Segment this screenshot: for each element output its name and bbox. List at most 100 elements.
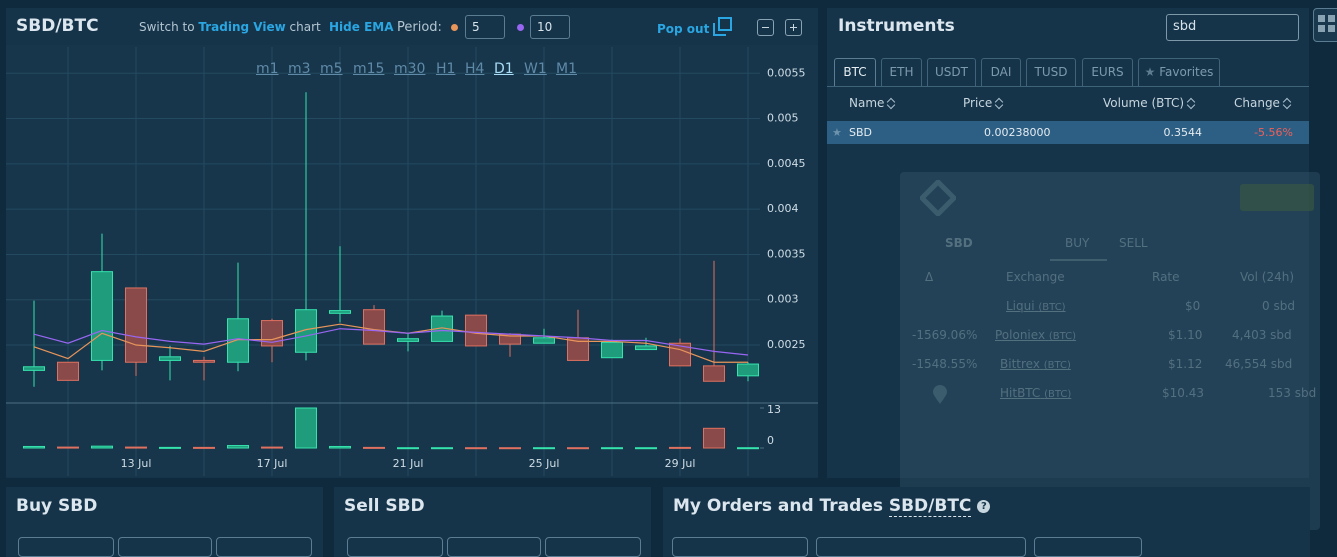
interval[interactable]: m15 xyxy=(353,61,385,77)
tabs-border xyxy=(827,86,1309,87)
y-tick-label: 0.005 xyxy=(767,112,799,125)
interval[interactable]: M1 xyxy=(556,61,577,77)
y-tick-label: 0.004 xyxy=(767,202,799,215)
order-type-button[interactable] xyxy=(545,537,641,557)
volume-bar xyxy=(737,447,759,450)
instrument-row[interactable] xyxy=(827,121,1309,144)
y-tick-label: 0.0055 xyxy=(767,66,806,79)
volume-bar xyxy=(159,446,181,449)
volume-bar xyxy=(635,447,657,450)
tab[interactable]: USDT xyxy=(927,58,976,86)
tab[interactable]: BTC xyxy=(834,58,876,86)
y-tick-label: 0.0025 xyxy=(767,338,806,351)
exchange: Liqui xyxy=(1006,299,1035,313)
cell: -5.56% xyxy=(1254,126,1293,139)
y-tick-label: 0.003 xyxy=(767,293,799,306)
volume-bar xyxy=(193,446,215,449)
volume-bar xyxy=(363,446,385,449)
ema-dot xyxy=(517,24,524,31)
volume-bar xyxy=(23,445,45,449)
orders-tab[interactable] xyxy=(672,537,808,557)
widget-header: Exchange xyxy=(1006,270,1065,284)
ema-period-input[interactable]: 5 xyxy=(465,15,505,39)
orders-pair[interactable]: SBD/BTC xyxy=(888,496,972,517)
candle-body xyxy=(193,359,215,363)
column-header[interactable]: Volume (BTC) xyxy=(1103,96,1195,110)
interval[interactable]: W1 xyxy=(524,61,547,77)
tab[interactable]: TUSD xyxy=(1026,58,1076,86)
zoom-in[interactable] xyxy=(785,19,802,36)
order-type-button[interactable] xyxy=(118,537,212,557)
widget-rate: $1.12 xyxy=(1168,357,1203,371)
tab[interactable]: EURS xyxy=(1082,58,1133,86)
interval[interactable]: D1 xyxy=(494,61,514,77)
ema-dot xyxy=(451,24,458,31)
order-type-button[interactable] xyxy=(447,537,541,557)
interval[interactable]: H1 xyxy=(436,61,456,77)
tab[interactable]: ★ Favorites xyxy=(1138,58,1220,86)
volume-tick-label: 13 xyxy=(767,403,781,416)
volume-bar xyxy=(227,445,249,449)
ema-period-input[interactable]: 10 xyxy=(530,15,570,39)
column-label: Price xyxy=(963,96,993,110)
candle-body xyxy=(295,309,317,353)
volume-bar xyxy=(57,446,79,449)
volume-bar xyxy=(465,447,487,450)
y-tick-label: 0.0045 xyxy=(767,157,806,170)
volume-bar xyxy=(261,446,283,449)
column-header[interactable]: Price xyxy=(963,96,1003,110)
orders-tab[interactable] xyxy=(816,537,1026,557)
hide-ema[interactable]: Hide EMA xyxy=(329,20,394,34)
orders-tab[interactable] xyxy=(1034,537,1142,557)
switch-link[interactable]: Trading View xyxy=(198,20,286,34)
candle-body xyxy=(465,314,487,347)
widget-header: Rate xyxy=(1152,270,1180,284)
widget-exchange: Liqui (BTC) xyxy=(1006,299,1066,313)
order-type-button[interactable] xyxy=(347,537,443,557)
interval[interactable]: m1 xyxy=(256,61,279,77)
volume-bar xyxy=(329,445,351,449)
cell: 0.00238000 xyxy=(984,126,1051,139)
widget-tab-underline xyxy=(1050,259,1107,261)
interval[interactable]: m30 xyxy=(394,61,426,77)
volume-bar xyxy=(91,445,113,449)
order-type-button[interactable] xyxy=(18,537,114,557)
widget-button xyxy=(1240,184,1314,211)
instruments-title: Instruments xyxy=(838,16,955,36)
interval[interactable]: m3 xyxy=(288,61,311,77)
layout-toggle[interactable] xyxy=(1313,8,1337,42)
zoom-out[interactable] xyxy=(757,19,774,36)
buy-panel xyxy=(6,487,323,557)
widget-header: Vol (24h) xyxy=(1240,270,1295,284)
interval[interactable]: H4 xyxy=(465,61,485,77)
tab-label: Favorites xyxy=(1159,65,1214,79)
switch-text: Switch to Trading View chart xyxy=(139,20,321,34)
tab[interactable]: DAI xyxy=(981,58,1021,86)
pop-out[interactable]: Pop out xyxy=(657,22,710,36)
column-header[interactable]: Name xyxy=(849,96,895,110)
widget-sell: SELL xyxy=(1119,236,1148,250)
chart: 0.0025 0.003 0.0035 0.004 0.0045 0.005 0.0055 0… xyxy=(6,45,818,477)
orders-panel xyxy=(663,487,1310,557)
interval[interactable]: m5 xyxy=(320,61,343,77)
widget-buy: BUY xyxy=(1065,236,1090,250)
widget-rate: $0 xyxy=(1185,299,1201,313)
switch-label: Switch to xyxy=(139,20,195,34)
tab[interactable]: ETH xyxy=(881,58,922,86)
widget-volume: 0 sbd xyxy=(1262,299,1295,313)
volume-bar xyxy=(669,446,691,449)
widget-delta: -1569.06% xyxy=(912,328,978,342)
candle-body xyxy=(91,271,113,361)
star-icon[interactable]: ★ xyxy=(832,126,842,139)
orders-title-text: My Orders and Trades xyxy=(673,496,883,516)
column-header[interactable]: Change xyxy=(1234,96,1291,110)
pop-out-icon[interactable] xyxy=(713,17,733,37)
exchange: Bittrex xyxy=(1000,357,1040,371)
widget-volume: 4,403 sbd xyxy=(1232,328,1292,342)
order-type-button[interactable] xyxy=(216,537,312,557)
candle-body xyxy=(159,356,181,361)
plot-area xyxy=(6,45,818,477)
widget-pin xyxy=(933,385,947,404)
search-input[interactable]: sbd xyxy=(1166,14,1299,41)
